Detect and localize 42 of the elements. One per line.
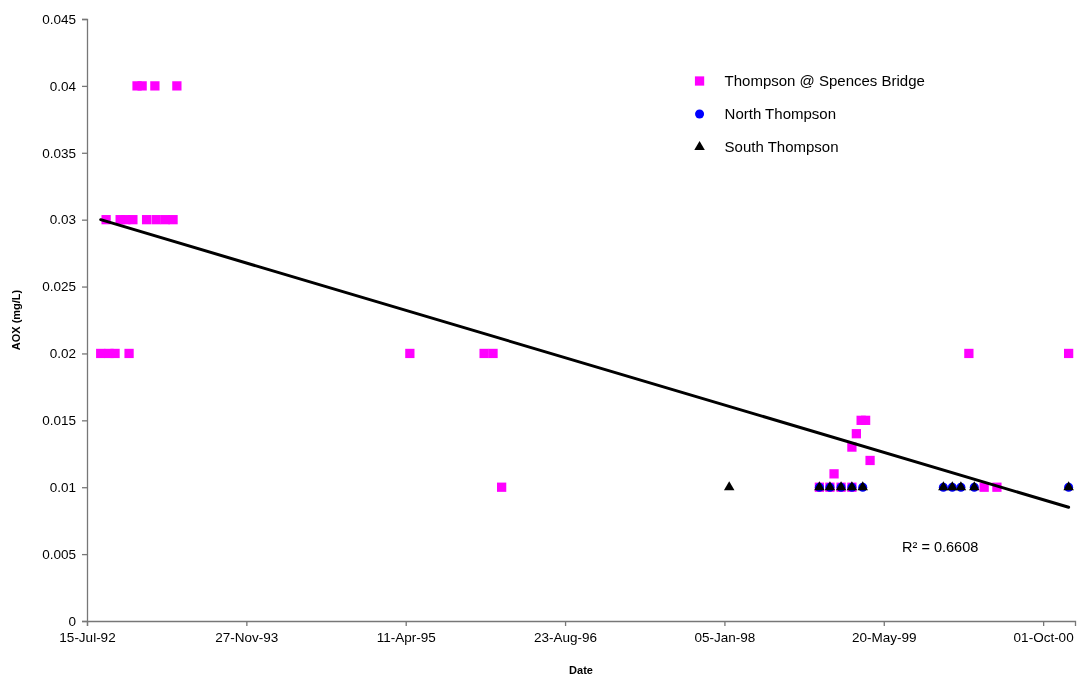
legend-label: North Thompson <box>724 105 837 122</box>
x-tick-label: 11-Apr-95 <box>376 629 436 645</box>
y-tick-label: 0.025 <box>42 279 76 295</box>
x-tick-label: 23-Aug-96 <box>534 629 598 645</box>
point <box>168 215 178 225</box>
x-tick-label: 27-Nov-93 <box>215 629 279 645</box>
point <box>497 482 507 492</box>
point <box>488 348 498 359</box>
point <box>110 348 120 359</box>
y-tick-label: 0.015 <box>42 413 76 429</box>
x-axis-title: Date <box>569 664 593 676</box>
y-tick-label: 0.005 <box>42 546 76 562</box>
y-tick-label: 0.02 <box>49 346 76 362</box>
point <box>405 348 415 359</box>
y-tick-label: 0 <box>68 613 76 629</box>
y-tick-label: 0.03 <box>49 212 76 228</box>
y-axis-title: AOX (mg/L) <box>10 289 22 351</box>
point <box>964 348 974 359</box>
legend-label: Thompson @ Spences Bridge <box>724 72 925 89</box>
point <box>137 81 147 91</box>
x-tick-label: 01-Oct-00 <box>1013 629 1074 645</box>
point <box>723 481 735 491</box>
point <box>150 81 160 91</box>
point <box>829 469 839 479</box>
y-tick-label: 0.045 <box>42 11 76 27</box>
point <box>851 429 861 439</box>
point <box>172 81 182 91</box>
point <box>128 215 138 225</box>
legend-label: South Thompson <box>724 138 839 155</box>
x-tick-label: 20-May-99 <box>852 629 917 645</box>
point <box>1063 348 1074 359</box>
point <box>479 348 489 359</box>
point <box>865 455 875 466</box>
y-tick-label: 0.04 <box>49 78 77 94</box>
point <box>860 415 871 425</box>
point <box>141 215 152 225</box>
point <box>124 348 134 359</box>
y-tick-label: 0.01 <box>49 480 76 496</box>
annotation: R² = 0.6608 <box>902 538 979 555</box>
y-tick-label: 0.035 <box>42 145 76 161</box>
x-tick-label: 15-Jul-92 <box>59 629 116 645</box>
x-tick-label: 05-Jan-98 <box>694 629 756 645</box>
